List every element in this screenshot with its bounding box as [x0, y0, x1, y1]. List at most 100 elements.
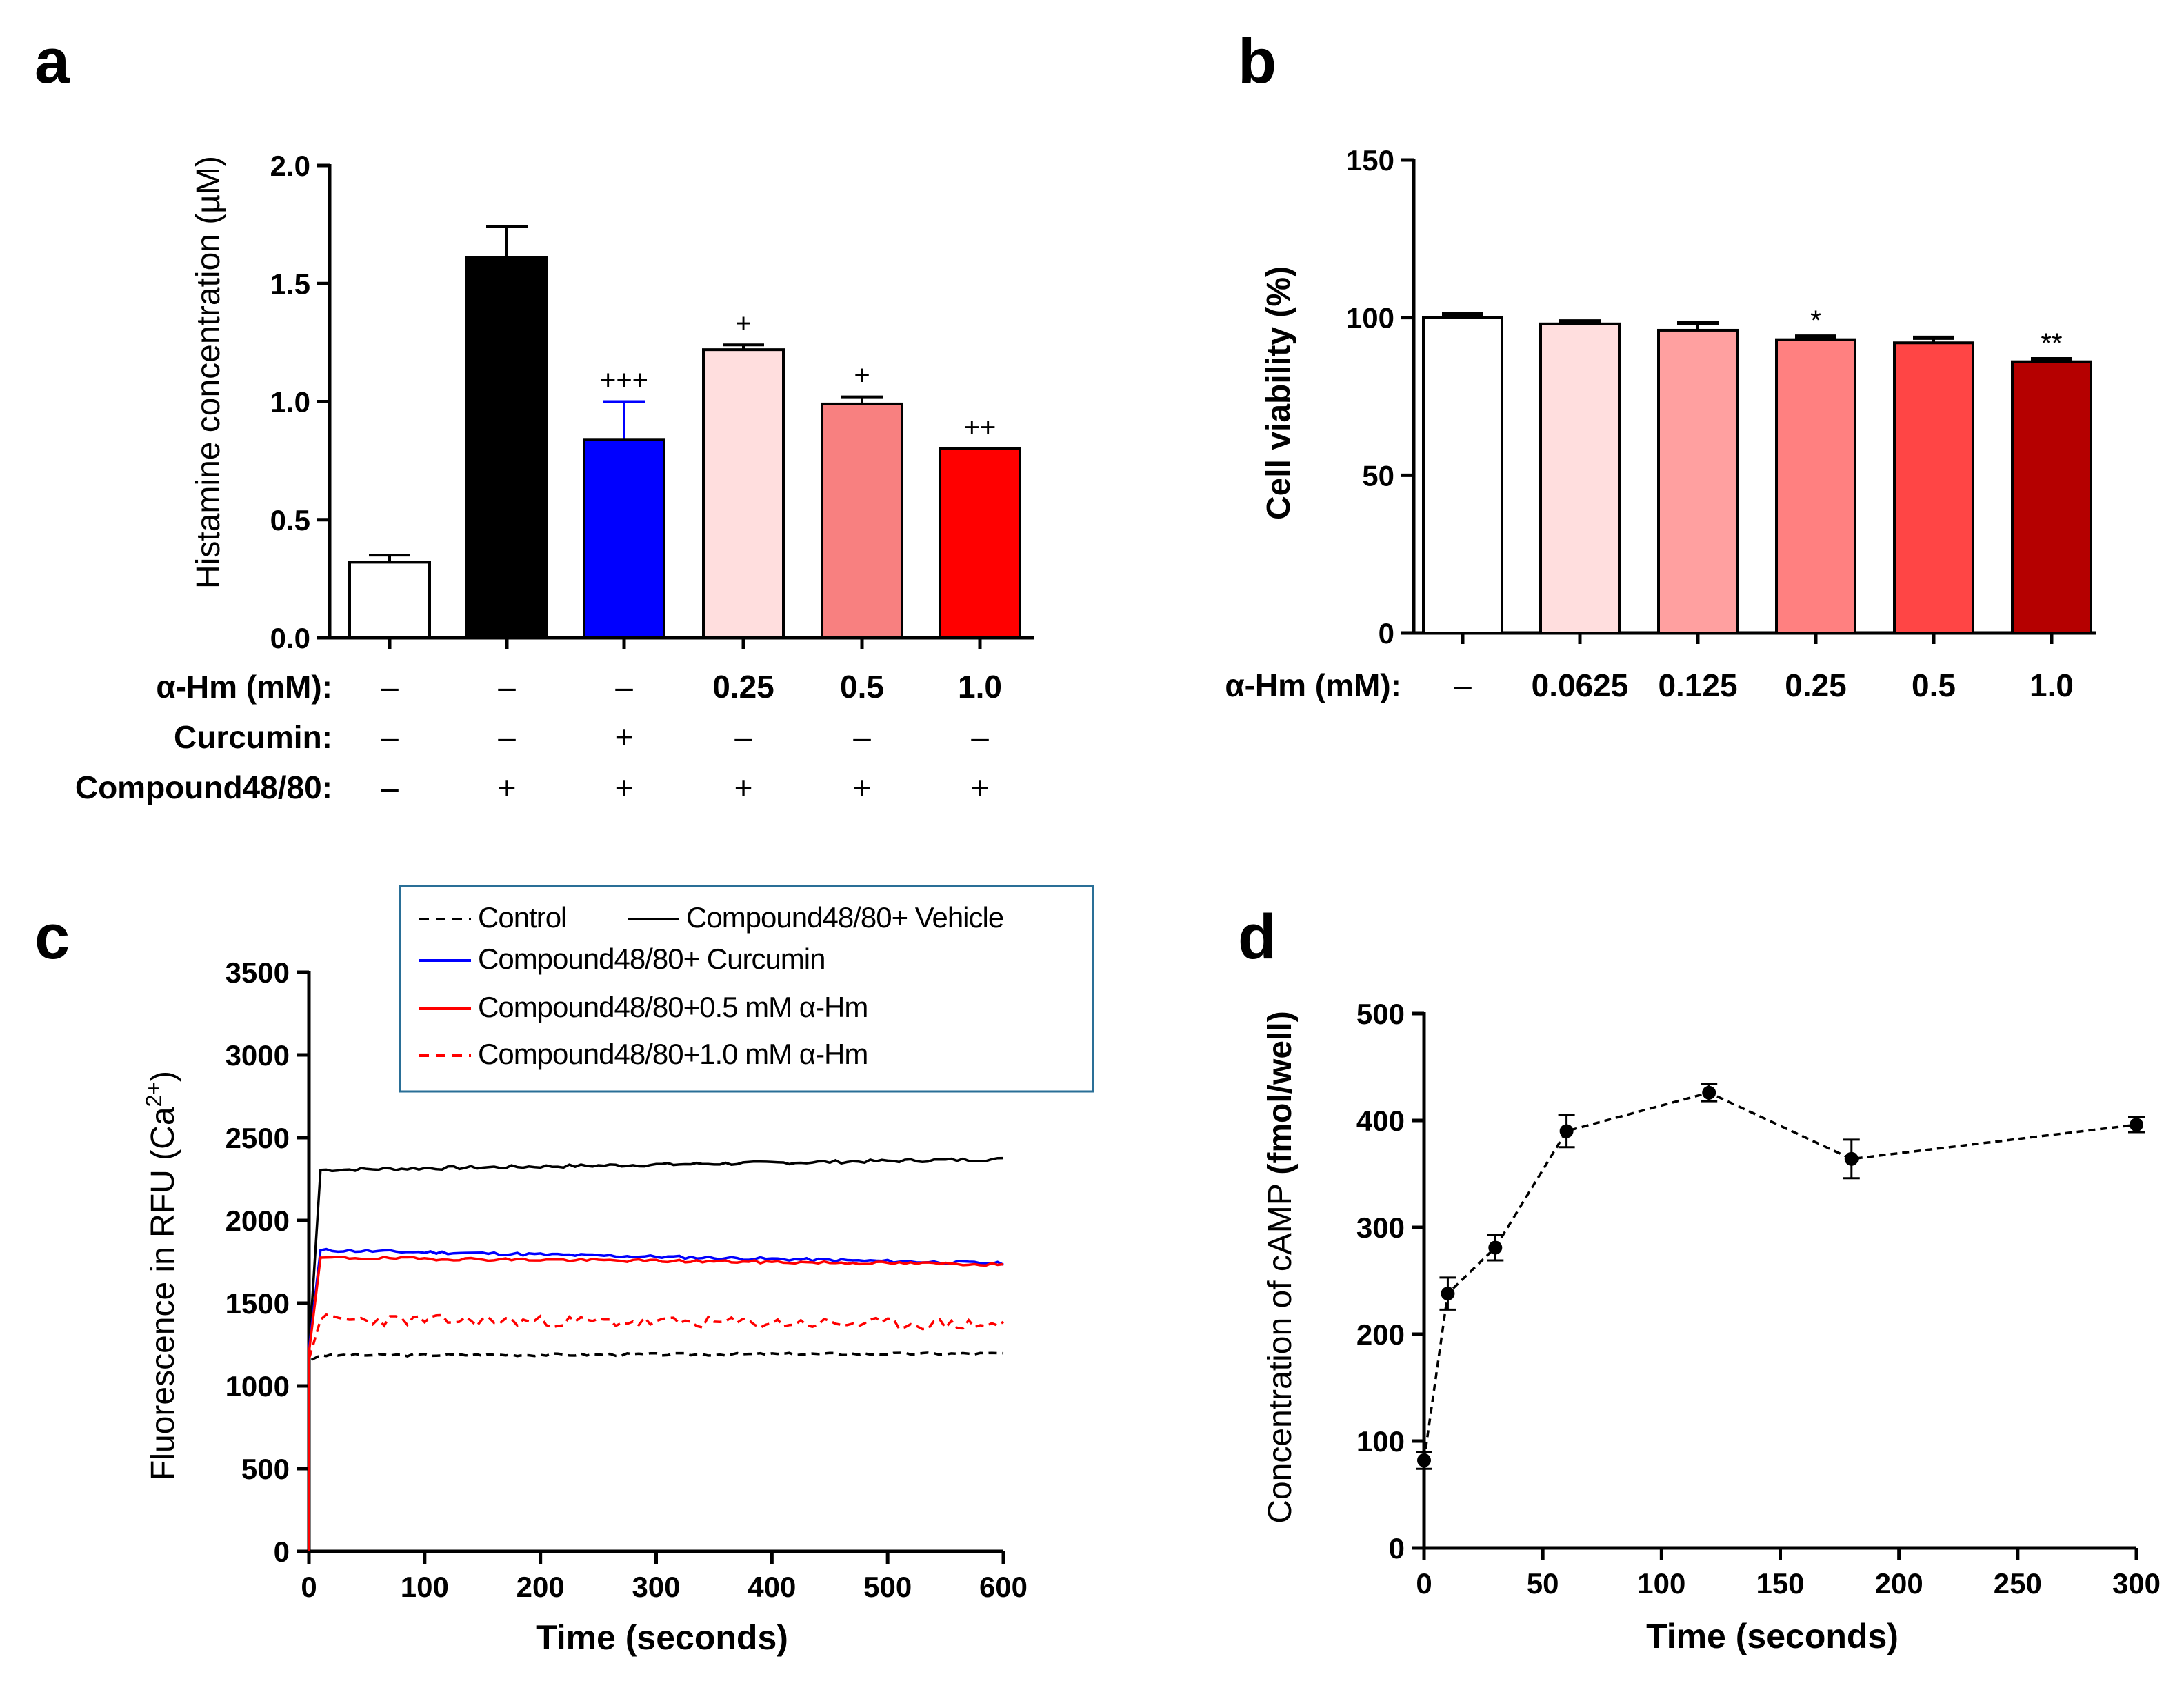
- panel-a-significance-mark: +: [735, 308, 751, 339]
- panel-a-row-value: 0.5: [840, 669, 884, 705]
- panel-letter-c: c: [34, 902, 70, 972]
- panel-b-significance-mark: *: [1810, 305, 1821, 336]
- panel-a-condition-table: α-Hm (mM): – – – 0.25 0.5 1.0 Curcumin: – – + – – – Co…: [75, 669, 1002, 805]
- panel-a-significance-mark: ++: [964, 412, 996, 443]
- panel-c-x-tick-label: 400: [748, 1571, 796, 1603]
- panel-c-x-tick-label: 100: [401, 1571, 449, 1603]
- panel-d-x-tick-label: 0: [1416, 1567, 1432, 1600]
- panel-a-bar: [348, 561, 431, 640]
- panel-a-row-value: –: [498, 719, 516, 755]
- panel-a-row-label: Compound48/80:: [75, 769, 332, 805]
- panel-c-y-tick-label: 500: [241, 1453, 290, 1485]
- panel-b-x-tick-label: 0.0625: [1532, 667, 1629, 703]
- panel-c-legend-box: [399, 885, 1094, 1093]
- panel-d-x-tick-label: 150: [1756, 1567, 1804, 1600]
- panel-a-row-value: +: [615, 769, 634, 805]
- panel-c-series-line: [308, 1351, 1004, 1551]
- panel-c-x-axis-label: Time (seconds): [536, 1618, 788, 1657]
- panel-c-axes: 0 500 1000 1500 2000 2500 3000 3500 0 100 200 300 40…: [226, 956, 1028, 1603]
- panel-a-y-axis-label: Histamine concentration (µM): [190, 156, 227, 589]
- panel-b-bar: [1775, 338, 1856, 634]
- panel-d-y-tick-label: 100: [1356, 1425, 1405, 1458]
- panel-c-y-tick-label: 1000: [226, 1370, 290, 1402]
- panel-b-x-tick-label: –: [1454, 667, 1472, 703]
- panel-d-x-tick-label: 300: [2112, 1567, 2161, 1600]
- panel-a-row-value: +: [971, 769, 990, 805]
- panel-c-series-line: [308, 1313, 1004, 1551]
- panel-a-y-tick-label: 1.0: [270, 386, 310, 419]
- panel-d-data-point: [1559, 1124, 1574, 1138]
- panel-c-y-tick-label: 3000: [226, 1039, 290, 1071]
- panel-b-axes: 0 50 100 150: [1346, 144, 2096, 650]
- panel-d-y-label-main: Concentration of cAMP: [1262, 1175, 1299, 1524]
- panel-c-series-line: [308, 1256, 1004, 1551]
- panel-letter-d: d: [1238, 902, 1276, 972]
- panel-letter-a: a: [34, 26, 70, 97]
- panel-d-data-point: [1417, 1453, 1431, 1467]
- panel-b-bar: [1893, 341, 1974, 634]
- panel-d-camp-chart: d Concentration of cAMP (fmol/well) Time…: [1238, 902, 2161, 1655]
- panel-d-data-point: [1441, 1287, 1455, 1301]
- panel-d-x-tick-label: 250: [1994, 1567, 2042, 1600]
- panel-a-row-value: –: [971, 719, 989, 755]
- panel-a-row-label: α-Hm (mM):: [156, 669, 332, 705]
- panel-c-y-tick-label: 1500: [226, 1287, 290, 1320]
- panel-c-legend-label: Compound48/80+1.0 mM α-Hm: [478, 1038, 868, 1070]
- panel-b-x-tick-label: 0.125: [1658, 667, 1737, 703]
- panel-d-y-label-bold: (fmol/well): [1262, 1011, 1299, 1174]
- panel-a-bar: [583, 438, 665, 639]
- panel-a-row-label: Curcumin:: [174, 719, 332, 755]
- panel-a-bars: +++++++: [348, 225, 1021, 640]
- panel-a-row-value: 0.25: [712, 669, 774, 705]
- panel-a-row-value: –: [381, 719, 399, 755]
- panel-a-row-value: +: [615, 719, 634, 755]
- panel-a-row-value: –: [498, 669, 516, 705]
- panel-c-y-label-close: ): [145, 1071, 181, 1082]
- panel-c-y-axis-label: Fluorescence in RFU (Ca2+): [141, 1071, 181, 1480]
- panel-c-y-tick-label: 0: [274, 1536, 290, 1568]
- panel-a-significance-mark: +++: [600, 365, 648, 396]
- panel-a-bar: [821, 402, 903, 639]
- panel-d-y-tick-label: 0: [1389, 1532, 1405, 1564]
- panel-a-row-value: +: [498, 769, 517, 805]
- panel-a-bar: [939, 447, 1021, 639]
- panel-d-y-axis-label: Concentration of cAMP (fmol/well): [1262, 1011, 1299, 1523]
- panel-d-data-point: [1488, 1240, 1503, 1255]
- panel-b-bar: [1422, 316, 1503, 634]
- panel-b-y-tick-label: 0: [1379, 617, 1394, 650]
- panel-b-x-tick-label: 0.25: [1785, 667, 1847, 703]
- panel-a-row-value: –: [381, 769, 399, 805]
- panel-a-row-value: –: [734, 719, 752, 755]
- panel-c-legend-label: Compound48/80+ Curcumin: [478, 943, 825, 975]
- panel-d-series: [1416, 1083, 2145, 1470]
- panel-c-x-tick-label: 0: [301, 1571, 317, 1603]
- panel-a-row-value: –: [615, 669, 633, 705]
- panel-b-y-axis-label: Cell viability (%): [1261, 266, 1297, 520]
- panel-b-bar: [1657, 328, 1739, 634]
- panel-d-x-tick-label: 50: [1527, 1567, 1559, 1600]
- panel-c-legend-label: Compound48/80+0.5 mM α-Hm: [478, 991, 868, 1023]
- panel-a-row-value: +: [734, 769, 753, 805]
- panel-letter-b: b: [1238, 26, 1276, 97]
- panel-b-condition-row: α-Hm (mM): – 0.0625 0.125 0.25 0.5 1.0: [1225, 667, 2074, 703]
- panel-c-series-lines: [308, 1156, 1004, 1551]
- panel-c-x-tick-label: 200: [517, 1571, 565, 1603]
- panel-b-bar: [1539, 322, 1621, 634]
- panel-a-row-value: 1.0: [958, 669, 1002, 705]
- panel-d-y-tick-label: 200: [1356, 1318, 1405, 1351]
- panel-c-y-tick-label: 3500: [226, 956, 290, 989]
- panel-c-y-label-main: Fluorescence in RFU (Ca: [145, 1107, 181, 1480]
- panel-d-series-line: [1423, 1091, 2137, 1461]
- panel-a-row-value: –: [853, 719, 871, 755]
- panel-b-y-tick-label: 100: [1346, 302, 1394, 334]
- panel-d-y-tick-label: 500: [1356, 998, 1405, 1030]
- panel-c-x-tick-label: 500: [863, 1571, 912, 1603]
- panel-a-axes: 0.0 0.5 1.0 1.5 2.0: [270, 150, 1034, 654]
- panel-b-bars: ***: [1422, 305, 2092, 635]
- panel-c-legend: Control Compound48/80+ Vehicle Compound48/…: [399, 885, 1094, 1093]
- panel-d-x-tick-label: 200: [1875, 1567, 1923, 1600]
- panel-a-bar: [465, 256, 548, 639]
- panel-a-y-tick-label: 1.5: [270, 268, 310, 300]
- panel-b-bar: [2011, 360, 2092, 635]
- panel-c-calcium-chart: c Fluorescence in RFU (Ca2+) Time (secon…: [34, 885, 1094, 1657]
